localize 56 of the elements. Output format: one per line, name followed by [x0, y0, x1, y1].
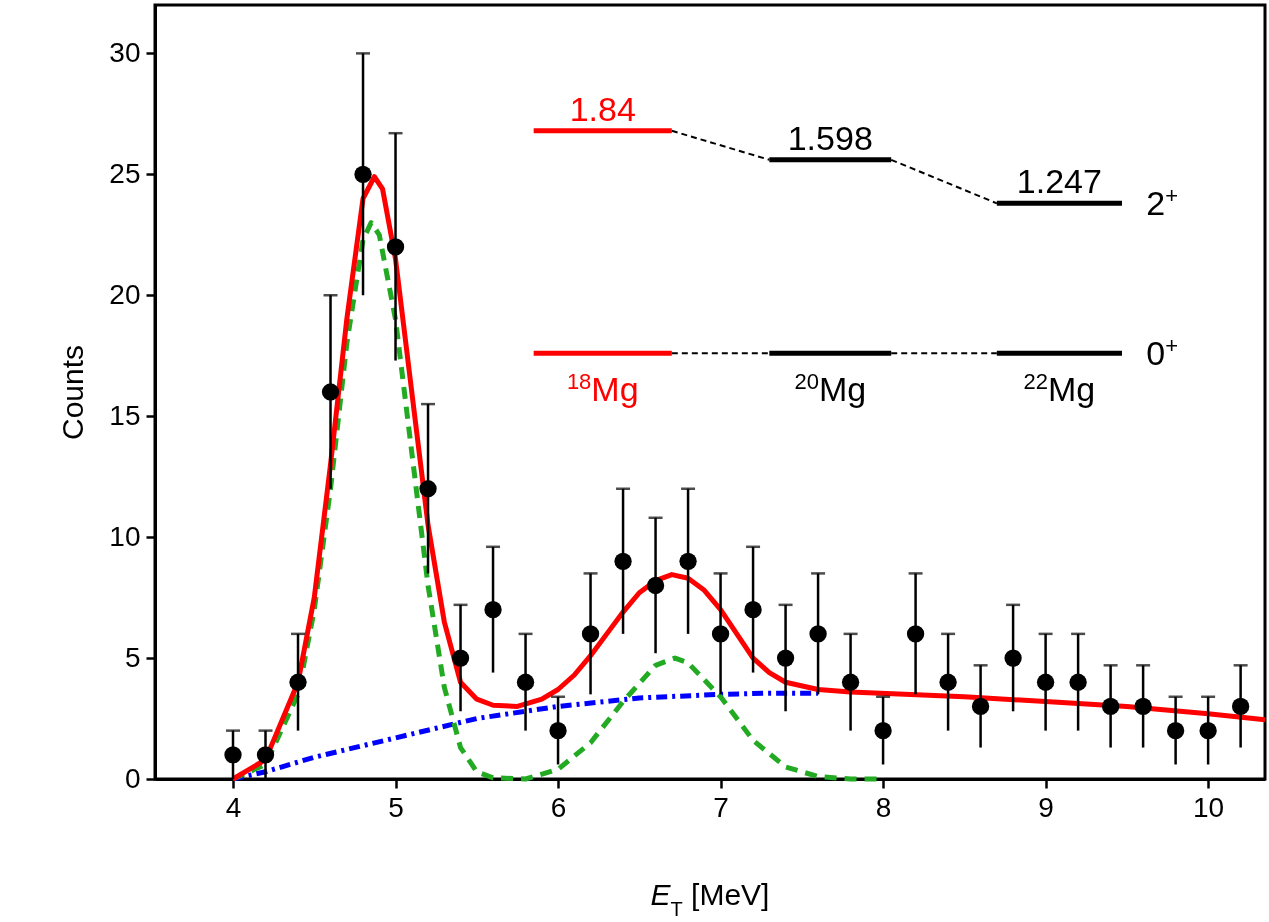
point	[256, 746, 275, 764]
x-tick-label: 8	[875, 791, 892, 823]
x-tick-label: 10	[1193, 791, 1225, 823]
point	[516, 673, 535, 691]
point	[711, 625, 730, 643]
point	[646, 576, 665, 595]
point	[1231, 697, 1250, 716]
y-tick-label: 0	[124, 762, 141, 794]
point	[874, 721, 892, 740]
y-tick-label: 20	[109, 278, 141, 310]
y-tick-label: 25	[109, 157, 141, 189]
annotation: 1.598	[787, 118, 873, 157]
point	[1069, 673, 1087, 691]
point	[1134, 697, 1152, 716]
annotation: 0$^{+}$	[1146, 332, 1179, 373]
y-tick-label: 5	[124, 641, 141, 673]
point	[614, 552, 632, 570]
point	[939, 673, 957, 691]
point	[841, 673, 860, 691]
x-tick-label: 4	[225, 791, 242, 823]
x-tick-label: 9	[1038, 791, 1054, 823]
point	[289, 673, 307, 691]
point	[1101, 697, 1120, 716]
point	[906, 625, 925, 643]
annotation: $^{22}$Mg	[1023, 368, 1096, 409]
x-axis-title: E$_{T}$ [MeV]	[650, 878, 770, 920]
y-axis-title: Counts	[56, 344, 90, 441]
point	[224, 746, 242, 764]
point	[451, 649, 470, 667]
point	[321, 383, 340, 401]
y-tick-label: 10	[109, 520, 141, 552]
annotation: $^{20}$Mg	[794, 368, 867, 409]
point	[744, 601, 762, 619]
annotation: 2$^{+}$	[1146, 182, 1179, 223]
x-tick-label: 5	[388, 791, 404, 823]
point	[581, 625, 600, 643]
point	[809, 625, 827, 643]
point	[419, 480, 437, 498]
point	[1166, 721, 1185, 740]
y-tick-label: 30	[109, 36, 141, 68]
point	[1036, 673, 1055, 691]
annotation: 1.247	[1016, 162, 1102, 201]
annotation: 1.84	[569, 89, 636, 128]
point	[679, 552, 697, 570]
annotation: $^{18}$Mg	[566, 368, 639, 409]
point	[1004, 649, 1022, 667]
point	[386, 238, 405, 256]
point	[776, 649, 795, 667]
x-tick-label: 6	[550, 791, 567, 823]
point	[549, 721, 567, 740]
point	[484, 601, 502, 619]
point	[971, 697, 990, 716]
y-tick-label: 15	[109, 399, 141, 431]
x-tick-label: 7	[713, 791, 729, 823]
point	[1199, 721, 1217, 740]
point	[354, 165, 372, 183]
